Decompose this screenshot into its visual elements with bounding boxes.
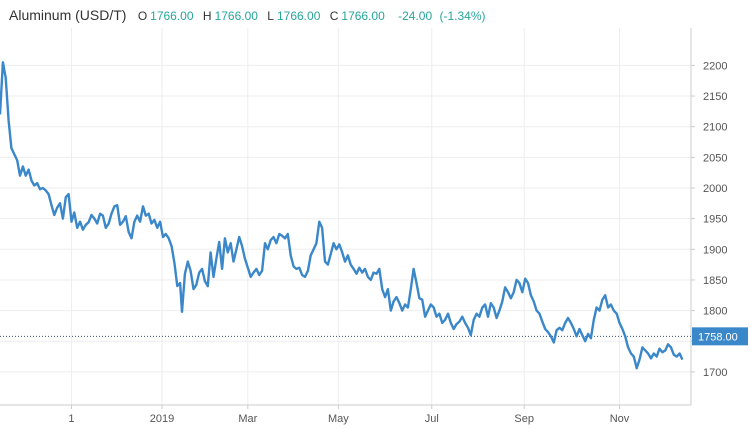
price-tick-label: 1900 [703, 244, 727, 256]
price-tick-label: 1800 [703, 306, 727, 318]
close-key: C [329, 9, 339, 23]
chart-legend: Aluminum (USD/T) O 1766.00 H 1766.00 L 1766… [9, 7, 486, 23]
price-series-line [0, 61, 684, 370]
low-value: 1766.00 [276, 9, 321, 23]
last-price-badge-bg [692, 327, 748, 346]
high-value: 1766.00 [214, 9, 258, 23]
time-tick-label: 1 [68, 413, 74, 425]
symbol-name: Aluminum (USD/T) [9, 7, 127, 23]
time-tick-label: Jul [425, 413, 439, 425]
time-tick-label: May [328, 413, 349, 425]
price-tick-label: 2100 [703, 122, 727, 134]
price-tick-label: 2050 [703, 152, 727, 164]
low-key: L [267, 9, 274, 23]
high-key: H [202, 9, 212, 23]
price-tick-label: 2150 [703, 91, 727, 103]
change-value: -24.00 [398, 9, 433, 23]
time-tick-label: Mar [238, 413, 257, 425]
price-tick-label: 1950 [703, 214, 727, 226]
price-tick-label: 2200 [703, 60, 727, 72]
last-price-badge: 1758.00 [692, 327, 748, 346]
price-tick-label: 2000 [703, 183, 727, 195]
close-value: 1766.00 [341, 9, 385, 23]
open-value: 1766.00 [150, 9, 194, 23]
open-key: O [137, 9, 148, 23]
price-tick-label: 1700 [703, 367, 727, 379]
time-tick-label: 2019 [150, 413, 174, 425]
last-price-label: 1758.00 [698, 331, 738, 343]
time-axis[interactable]: 1 2019 Mar May Jul Sep Nov [68, 405, 630, 425]
price-tick-label: 1850 [703, 275, 727, 287]
time-tick-label: Sep [514, 413, 534, 425]
time-tick-label: Nov [610, 413, 630, 425]
change-percent: (-1.34%) [439, 9, 486, 23]
